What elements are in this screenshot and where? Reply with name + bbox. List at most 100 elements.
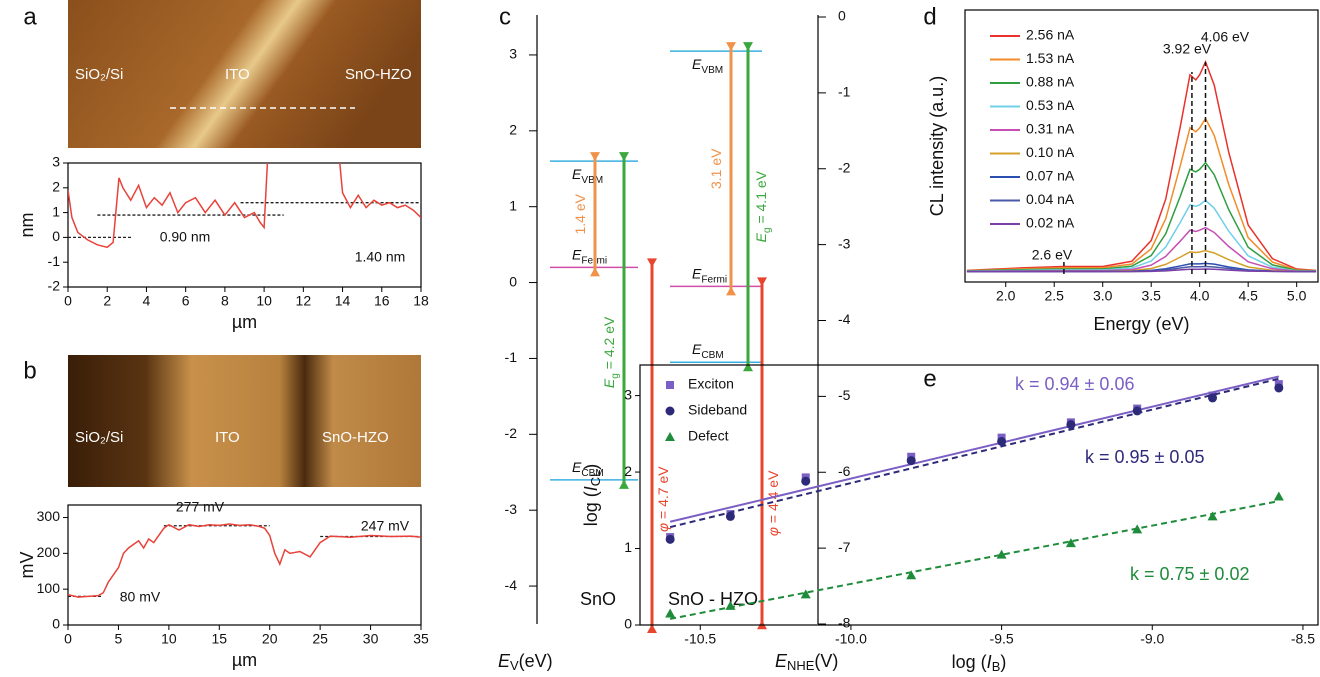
legend-label: 0.88 nA xyxy=(1026,74,1075,90)
y2-tick-label: -6 xyxy=(838,463,851,479)
label-part: log ( xyxy=(581,491,601,526)
y2-tick-label: -5 xyxy=(838,387,851,403)
data-point xyxy=(726,512,735,521)
y-tick-label: -1 xyxy=(48,253,61,269)
y2-tick-label: -8 xyxy=(838,615,851,631)
x-tick-label: 5 xyxy=(115,631,123,647)
y-axis-label: mV xyxy=(17,552,37,579)
label-part: (V) xyxy=(814,651,838,671)
data-point xyxy=(907,456,916,465)
image-label: SiO₂/Si xyxy=(75,429,123,446)
image-label: SnO-HZO xyxy=(345,66,412,83)
label-part: B xyxy=(992,659,1001,674)
arrow-head xyxy=(726,42,736,51)
x-axis-label: µm xyxy=(232,312,257,332)
x-tick-label: 3.0 xyxy=(1093,288,1113,304)
data-point xyxy=(1066,420,1075,429)
y-tick-label: 300 xyxy=(37,508,61,524)
x-tick-label: -9.5 xyxy=(990,631,1014,647)
x-tick-label: 5.0 xyxy=(1287,288,1307,304)
level-label: EFermi xyxy=(572,246,607,266)
y-tick-label: 0 xyxy=(624,616,632,632)
x-tick-label: 12 xyxy=(296,293,312,309)
arrow-head xyxy=(619,152,629,161)
annotation: 4.06 eV xyxy=(1201,29,1250,45)
image-label: ITO xyxy=(225,66,250,83)
y2-tick-label: -1 xyxy=(838,84,851,100)
image-label: SnO-HZO xyxy=(322,429,389,446)
reference-label: 277 mV xyxy=(176,499,225,515)
data-point xyxy=(1208,393,1217,402)
data-point xyxy=(1274,492,1284,501)
y-tick-label: 2 xyxy=(624,463,632,479)
y-axis-label: EV(eV) xyxy=(498,651,553,674)
label-part: VBM xyxy=(701,65,723,76)
x-tick-label: 15 xyxy=(211,631,227,647)
x-tick-label: 10 xyxy=(161,631,177,647)
reference-label: 0.90 nm xyxy=(160,229,211,245)
level-label: ECBM xyxy=(692,341,724,361)
x-tick-label: 0 xyxy=(64,631,72,647)
x-axis-label: Energy (eV) xyxy=(1093,314,1189,334)
data-line xyxy=(68,524,421,597)
y2-tick-label: 0 xyxy=(838,8,846,24)
level-label: EFermi xyxy=(692,265,727,285)
arrow-label: 1.4 eV xyxy=(572,193,588,234)
arrow-head xyxy=(590,267,600,276)
data-point xyxy=(665,609,675,618)
y-tick-label: 3 xyxy=(624,386,632,402)
arrow-head xyxy=(743,42,753,51)
data-line xyxy=(68,151,421,248)
legend-label: 0.04 nA xyxy=(1026,191,1075,207)
data-point xyxy=(997,437,1006,446)
figure: 024681012141618-2-10123aSiO₂/SiITOSnO-HZ… xyxy=(0,0,1320,677)
x-tick-label: -10.0 xyxy=(835,631,867,647)
label-part: (eV) xyxy=(519,651,553,671)
label-part: CL xyxy=(588,470,603,487)
x-tick-label: 18 xyxy=(413,293,429,309)
y-tick-label: -4 xyxy=(505,577,518,593)
reference-label: 80 mV xyxy=(120,589,161,605)
label-part: VBM xyxy=(581,175,603,186)
x-tick-label: 4.0 xyxy=(1190,288,1210,304)
x-tick-label: 2 xyxy=(103,293,111,309)
y-tick-label: 1 xyxy=(509,197,517,213)
legend-label: Sideband xyxy=(688,402,747,418)
level-label: EVBM xyxy=(692,56,723,76)
label-part: 1.4 eV xyxy=(572,193,588,234)
x-tick-label: 16 xyxy=(374,293,390,309)
legend-label: 0.53 nA xyxy=(1026,97,1075,113)
legend-label: 0.10 nA xyxy=(1026,144,1075,160)
legend-marker xyxy=(666,407,675,416)
y-tick-label: -1 xyxy=(505,349,518,365)
data-point xyxy=(666,535,675,544)
label-part: = 4.7 eV xyxy=(655,466,671,523)
legend-label: 1.53 nA xyxy=(1026,50,1075,66)
legend-label: Defect xyxy=(688,428,729,444)
label-part: log ( xyxy=(952,652,987,672)
material-name: SnO xyxy=(580,589,616,609)
y-tick-label: 100 xyxy=(37,580,61,596)
data-point xyxy=(1274,383,1283,392)
label-part: = 4.2 eV xyxy=(601,316,617,373)
label-part: φ xyxy=(655,523,671,532)
y2-tick-label: -2 xyxy=(838,159,851,175)
plot-frame xyxy=(965,10,1318,282)
annotation: 2.6 eV xyxy=(1032,247,1073,263)
kpfm-image xyxy=(68,355,421,487)
data-point xyxy=(906,570,916,579)
y2-axis-label: ENHE(V) xyxy=(775,651,838,674)
y-tick-label: 3 xyxy=(509,46,517,62)
arrow-head xyxy=(647,258,657,267)
y-axis-label: nm xyxy=(17,212,37,237)
reference-label: 247 mV xyxy=(361,518,410,534)
arrow-head xyxy=(590,152,600,161)
x-tick-label: 35 xyxy=(413,631,429,647)
legend-marker xyxy=(665,432,675,441)
y-tick-label: 200 xyxy=(37,544,61,560)
y2-tick-label: -4 xyxy=(838,311,851,327)
x-tick-label: -9.0 xyxy=(1140,631,1164,647)
y-tick-label: -2 xyxy=(48,278,61,294)
arrow-label: Eg = 4.2 eV xyxy=(601,316,621,388)
arrow-head xyxy=(757,277,767,286)
